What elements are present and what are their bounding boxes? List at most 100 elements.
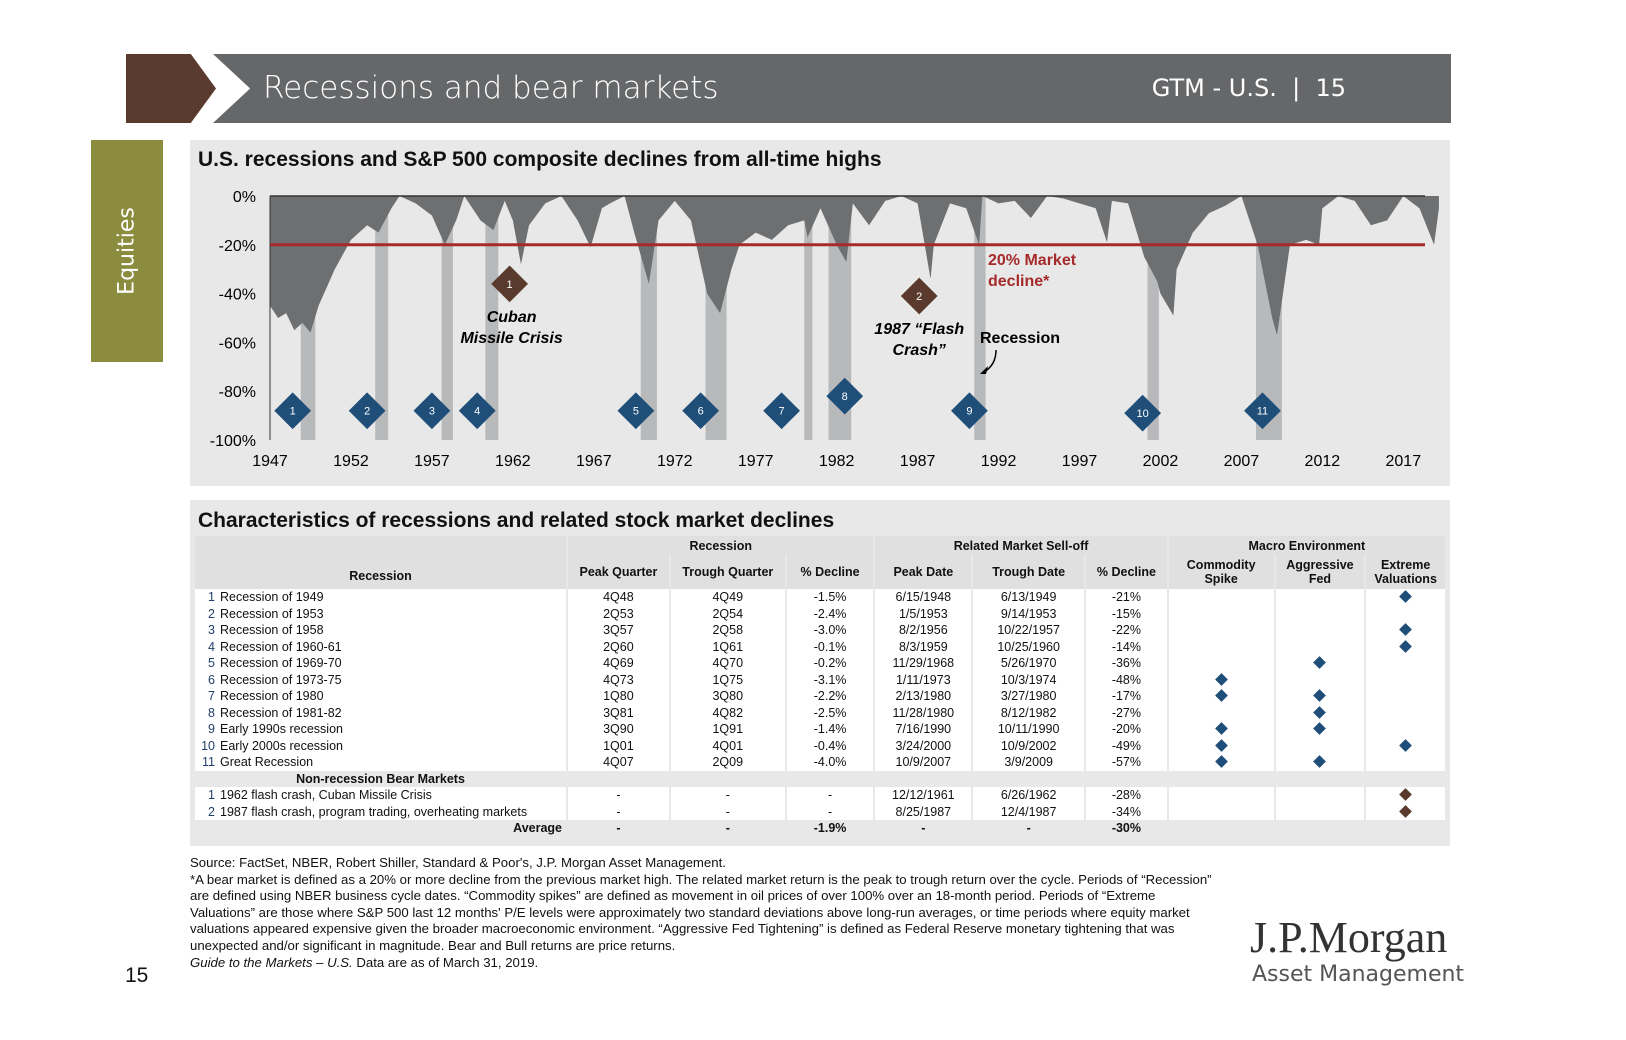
cell-f [1275, 622, 1365, 639]
logo-subtitle: Asset Management [1252, 962, 1465, 987]
x-tick-label: 1997 [1062, 453, 1098, 470]
row-number: 5 [208, 656, 215, 671]
annotation: 1987 “Flash [874, 321, 964, 338]
row-number: 4 [208, 639, 215, 654]
row-number: 8 [208, 705, 215, 720]
cell-f [1275, 754, 1365, 771]
cell-f [1275, 721, 1365, 738]
y-tick-label: -100% [210, 433, 256, 450]
row-number: 6 [208, 672, 215, 687]
x-tick-label: 1967 [576, 453, 612, 470]
section-fill [568, 770, 1445, 787]
cell-e [1366, 638, 1445, 655]
cell-md: -57% [1086, 754, 1167, 771]
cell-td: 10/3/1974 [973, 671, 1085, 688]
cell-c [1168, 704, 1274, 721]
avg-tq: - [670, 820, 785, 837]
x-tick-label: 1972 [657, 453, 693, 470]
recession-marker [1124, 394, 1162, 432]
avg-td: - [973, 820, 1085, 837]
recession-band [1147, 196, 1159, 440]
recession-marker-number: 3 [429, 406, 435, 418]
row-name: 11 Great Recession [195, 754, 566, 771]
cell-pq: 1Q01 [568, 737, 669, 754]
arrow-head-icon [980, 366, 988, 374]
cell-td: 6/26/1962 [973, 787, 1085, 804]
cell-pd: 6/15/1948 [875, 589, 972, 606]
bear-market-marker-number: 2 [916, 291, 922, 303]
table-row: 2 Recession of 1953 2Q53 2Q54 -2.4% 1/5/1953 9… [195, 605, 1445, 622]
cell-e [1366, 737, 1445, 754]
cell-pd: 7/16/1990 [875, 721, 972, 738]
recession-marker-number: 9 [966, 406, 972, 418]
cell-md: -15% [1086, 605, 1167, 622]
recession-marker [274, 392, 312, 430]
cell-e [1366, 622, 1445, 639]
x-tick-label: 2017 [1386, 453, 1422, 470]
cell-f [1275, 638, 1365, 655]
cell-f [1275, 589, 1365, 606]
cell-rd: -0.1% [786, 638, 874, 655]
cell-f [1275, 787, 1365, 804]
cell-rd: - [786, 803, 874, 820]
table-row: 5 Recession of 1969-70 4Q69 4Q70 -0.2% 11/29/… [195, 655, 1445, 672]
row-name: 2 Recession of 1953 [195, 605, 566, 622]
cell-e [1366, 671, 1445, 688]
cell-md: -14% [1086, 638, 1167, 655]
table-row: 7 Recession of 1980 1Q80 3Q80 -2.2% 2/13/1980… [195, 688, 1445, 705]
x-tick-label: 2002 [1143, 453, 1179, 470]
diamond-icon [1399, 738, 1413, 752]
cell-tq: 3Q80 [670, 688, 785, 705]
col-header: Trough Date [973, 555, 1085, 589]
header-bar [213, 54, 1451, 123]
table-row: 4 Recession of 1960-61 2Q60 1Q61 -0.1% 8/3/19… [195, 638, 1445, 655]
recession-marker [826, 377, 864, 415]
cell-pq: 4Q07 [568, 754, 669, 771]
separator: | [1292, 74, 1301, 102]
cell-e [1366, 688, 1445, 705]
x-tick-label: 1957 [414, 453, 450, 470]
row-name: 2 1987 flash crash, program trading, over… [195, 803, 566, 820]
cell-pd: 3/24/2000 [875, 737, 972, 754]
cell-pq: 2Q53 [568, 605, 669, 622]
cell-c [1168, 787, 1274, 804]
cell-md: -27% [1086, 704, 1167, 721]
cell-md: -49% [1086, 737, 1167, 754]
cell-c [1168, 721, 1274, 738]
cell-rd: -0.4% [786, 737, 874, 754]
row-name: 4 Recession of 1960-61 [195, 638, 566, 655]
row-label: Recession of 1981-82 [220, 705, 342, 720]
cell-pd: 8/2/1956 [875, 622, 972, 639]
col-header: Peak Quarter [568, 555, 669, 589]
cell-tq: 2Q58 [670, 622, 785, 639]
cell-c [1168, 688, 1274, 705]
cell-e [1366, 754, 1445, 771]
cell-f [1275, 737, 1365, 754]
cell-pq: - [568, 803, 669, 820]
cell-md: -36% [1086, 655, 1167, 672]
cell-rd: -4.0% [786, 754, 874, 771]
avg-rd: -1.9% [786, 820, 874, 837]
cell-tq: - [670, 803, 785, 820]
recession-marker [682, 392, 720, 430]
row-number: 1 [208, 590, 215, 605]
cell-pd: 10/9/2007 [875, 754, 972, 771]
row-number: 10 [201, 738, 215, 753]
cell-f [1275, 688, 1365, 705]
cell-rd: -1.5% [786, 589, 874, 606]
cell-tq: 4Q01 [670, 737, 785, 754]
cell-c [1168, 671, 1274, 688]
cell-pd: 1/11/1973 [875, 671, 972, 688]
recession-marker [763, 392, 800, 430]
x-tick-label: 1992 [981, 453, 1017, 470]
cell-pq: 3Q57 [568, 622, 669, 639]
cell-e [1366, 605, 1445, 622]
cell-pd: 11/29/1968 [875, 655, 972, 672]
cell-c [1168, 655, 1274, 672]
cell-rd: - [786, 787, 874, 804]
cell-td: 12/4/1987 [973, 803, 1085, 820]
diamond-icon [1214, 755, 1228, 769]
row-label: Recession of 1953 [220, 606, 324, 621]
cell-rd: -3.0% [786, 622, 874, 639]
